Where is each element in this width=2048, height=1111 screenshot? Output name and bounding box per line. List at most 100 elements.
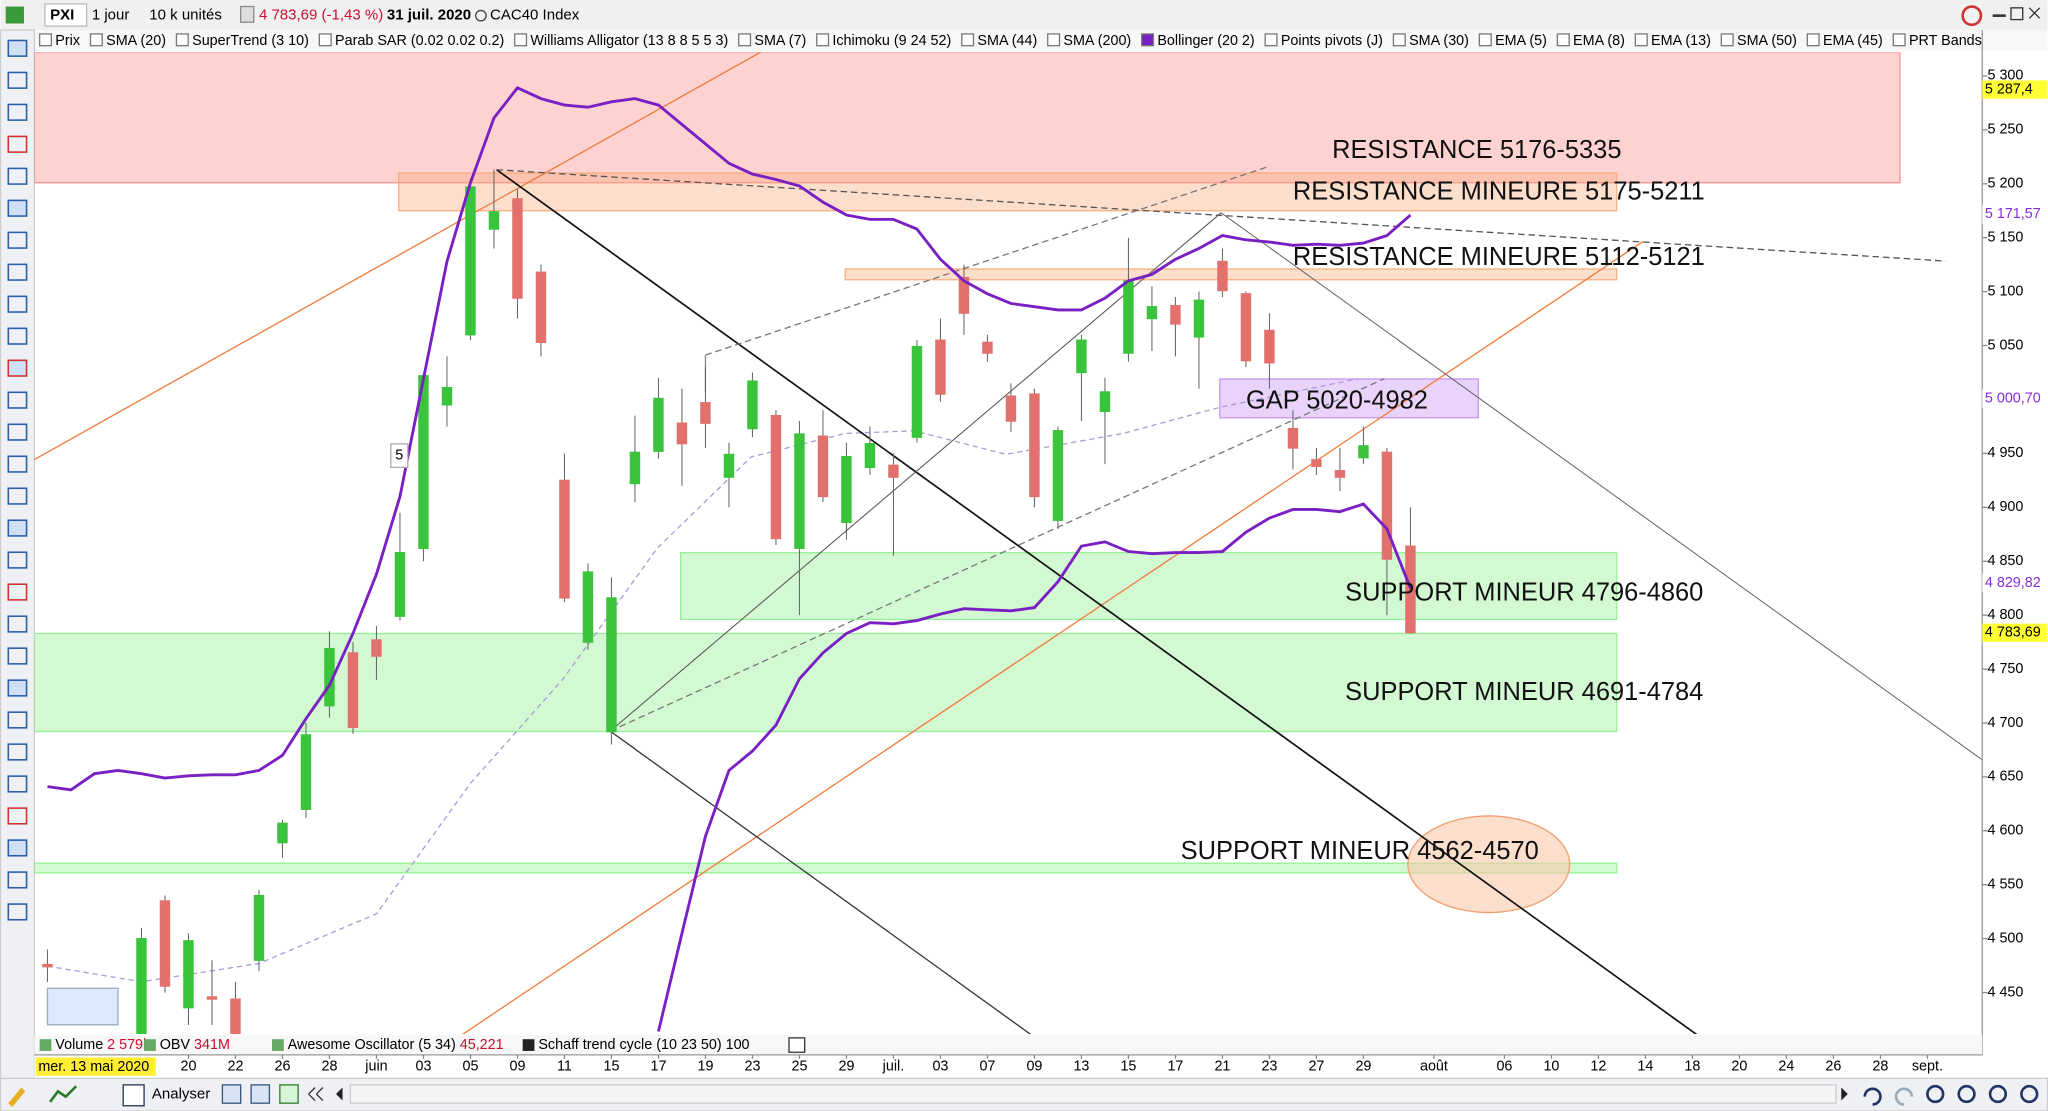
tool-icon[interactable] (7, 231, 28, 249)
chart-icon[interactable] (49, 1085, 78, 1103)
checkbox[interactable] (522, 1039, 535, 1051)
panel-name[interactable]: OBV (160, 1037, 191, 1053)
radio[interactable] (475, 9, 487, 22)
analyse-button[interactable]: Analyser (152, 1086, 210, 1103)
tool-icon[interactable] (7, 871, 28, 889)
indicator-name[interactable]: SMA (30) (1409, 33, 1469, 49)
tool-icon[interactable] (7, 775, 28, 793)
zoom-fit[interactable] (1926, 1084, 1945, 1104)
tool-icon[interactable] (7, 551, 28, 569)
indicator-name[interactable]: Williams Alligator (13 8 8 5 5 3) (530, 33, 728, 49)
tool-icon[interactable] (7, 839, 28, 857)
tool-icon[interactable] (7, 199, 28, 217)
tool-icon[interactable] (7, 359, 28, 377)
checkbox[interactable] (39, 1039, 52, 1051)
tool-icon[interactable] (7, 647, 28, 665)
indicator-name[interactable]: SMA (50) (1737, 33, 1797, 49)
redo[interactable] (1894, 1087, 1914, 1106)
tool-icon[interactable] (7, 103, 28, 121)
panel-icon[interactable] (788, 1037, 806, 1053)
units[interactable]: 10 k unités (149, 7, 222, 24)
indicator-name[interactable]: Ichimoku (9 24 52) (832, 33, 951, 49)
tool-icon[interactable] (7, 39, 28, 57)
checkbox[interactable] (89, 33, 103, 47)
toolbar-icon[interactable] (240, 5, 255, 23)
checkbox[interactable] (1478, 33, 1492, 47)
indicator-name[interactable]: SMA (200) (1063, 33, 1131, 49)
checkbox[interactable] (1047, 33, 1061, 47)
panel-name[interactable]: Awesome Oscillator (5 34) (288, 1037, 456, 1053)
checkbox[interactable] (1264, 33, 1278, 47)
undo[interactable] (1863, 1087, 1882, 1106)
checkbox[interactable] (318, 33, 332, 47)
checkbox[interactable] (1634, 33, 1648, 47)
indicator-name[interactable]: Points pivots (J) (1281, 33, 1383, 49)
checkbox[interactable] (1892, 33, 1906, 47)
indicator-name[interactable]: EMA (5) (1495, 33, 1547, 49)
minimize[interactable] (1992, 14, 2006, 17)
tool-icon[interactable] (7, 327, 28, 345)
tool-icon[interactable] (7, 423, 28, 441)
symbol-box[interactable] (44, 3, 88, 27)
indicator-name[interactable]: PRT Bands (1909, 33, 1982, 49)
tool-icon[interactable] (7, 679, 28, 697)
indicator-name[interactable]: Prix (55, 33, 81, 49)
tool-icon[interactable] (7, 71, 28, 89)
checkbox[interactable] (961, 33, 975, 47)
pencil-icon[interactable] (8, 1087, 26, 1108)
checkbox[interactable] (1141, 33, 1155, 47)
tool-icon[interactable] (7, 711, 28, 729)
maximize[interactable] (2010, 7, 2024, 21)
scroll-left-fast[interactable] (308, 1087, 324, 1102)
indicator-name[interactable]: SuperTrend (3 10) (192, 33, 309, 49)
panel-name[interactable]: Schaff trend cycle (10 23 50) (538, 1037, 721, 1053)
tool-icon[interactable] (7, 903, 28, 921)
indicator-name[interactable]: Parab SAR (0.02 0.02 0.2) (335, 33, 504, 49)
scroll-left[interactable] (335, 1087, 343, 1101)
tool-icon[interactable] (7, 455, 28, 473)
checkbox[interactable] (514, 33, 528, 47)
checkbox[interactable] (175, 33, 189, 47)
tool-icon[interactable] (7, 615, 28, 633)
tool-icon[interactable] (7, 135, 28, 153)
checkbox[interactable] (1556, 33, 1570, 47)
close[interactable] (2028, 7, 2041, 19)
checkbox[interactable] (1806, 33, 1820, 47)
checkbox[interactable] (272, 1039, 284, 1051)
checkbox[interactable] (1720, 33, 1734, 47)
tool-icon[interactable] (7, 167, 28, 185)
tool-icon[interactable] (7, 583, 28, 601)
indicator-name[interactable]: EMA (13) (1651, 33, 1711, 49)
symbol[interactable]: PXI (50, 7, 74, 24)
period[interactable]: 1 jour (92, 7, 130, 24)
zoom-tool[interactable] (2020, 1084, 2039, 1104)
scroll-right[interactable] (1841, 1087, 1848, 1101)
panel-name[interactable]: Volume (55, 1037, 103, 1053)
indicator-name[interactable]: EMA (8) (1573, 33, 1625, 49)
layout-icon[interactable] (122, 1084, 145, 1107)
tool-icon[interactable] (7, 263, 28, 281)
scrollbar[interactable] (349, 1084, 1837, 1104)
tool-icon[interactable] (7, 807, 28, 825)
indicator-name[interactable]: SMA (7) (754, 33, 806, 49)
indicator-name[interactable]: SMA (44) (977, 33, 1037, 49)
tool-icon[interactable] (7, 487, 28, 505)
checkbox[interactable] (144, 1039, 156, 1051)
tool-icon[interactable] (7, 391, 28, 409)
toolbar-icon[interactable] (250, 1084, 271, 1104)
toolbar-icon[interactable] (221, 1084, 242, 1104)
tool-icon[interactable] (7, 295, 28, 313)
checkbox[interactable] (738, 33, 752, 47)
zoom-out[interactable] (1957, 1084, 1976, 1104)
refresh-icon[interactable] (1961, 5, 1983, 27)
indicator-name[interactable]: Bollinger (20 2) (1157, 33, 1254, 49)
indicator-name[interactable]: EMA (45) (1823, 33, 1883, 49)
checkbox[interactable] (816, 33, 830, 47)
indicator-name[interactable]: SMA (20) (106, 33, 166, 49)
tool-icon[interactable] (7, 743, 28, 761)
checkbox[interactable] (38, 33, 53, 47)
tool-icon[interactable] (7, 519, 28, 537)
zoom-in[interactable] (1988, 1084, 2008, 1104)
toolbar-icon[interactable] (279, 1084, 299, 1104)
checkbox[interactable] (1392, 33, 1406, 47)
